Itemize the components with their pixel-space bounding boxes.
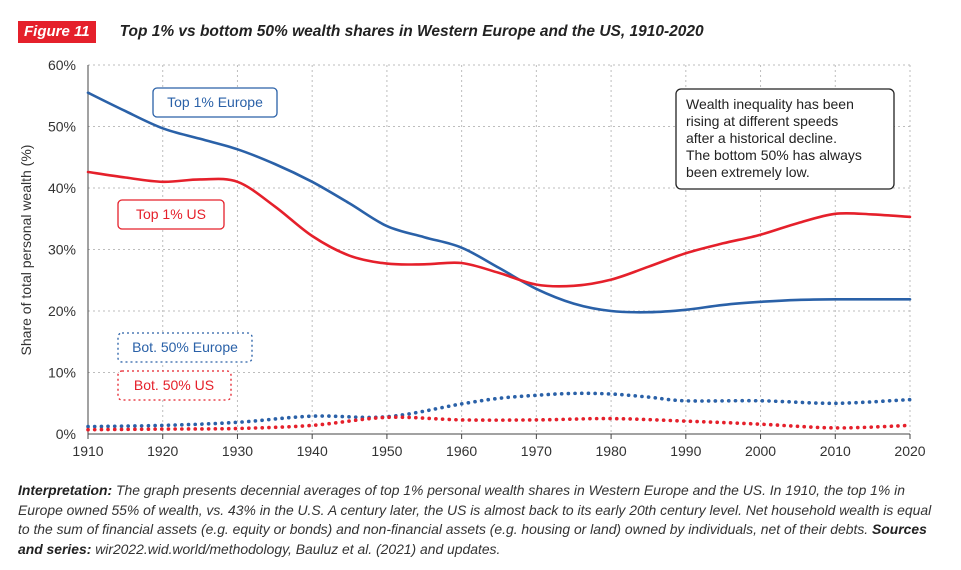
series-top1-europe bbox=[86, 91, 912, 314]
figure-badge: Figure 11 bbox=[18, 21, 96, 43]
sources-label: Sources and series: bbox=[18, 521, 927, 557]
y-tick-label: 10% bbox=[48, 365, 76, 381]
series-bot50-europe bbox=[86, 391, 912, 429]
label-bot50-europe-text: Bot. 50% Europe bbox=[132, 339, 238, 355]
y-tick-label: 30% bbox=[48, 242, 76, 258]
label-top1-europe-text: Top 1% Europe bbox=[167, 94, 263, 110]
x-tick-label: 1960 bbox=[446, 443, 477, 459]
figure-title: Top 1% vs bottom 50% wealth shares in We… bbox=[119, 23, 704, 40]
annotation-line: been extremely low. bbox=[686, 164, 810, 180]
label-bot50-europe: Bot. 50% Europe bbox=[117, 332, 253, 363]
series-bot50-us bbox=[86, 415, 912, 432]
figure-caption: Interpretation: The graph presents decen… bbox=[18, 481, 943, 559]
label-top1-us-text: Top 1% US bbox=[136, 206, 206, 222]
y-tick-label: 50% bbox=[48, 119, 76, 135]
y-tick-label: 60% bbox=[48, 57, 76, 73]
x-tick-label: 1920 bbox=[147, 443, 178, 459]
label-top1-europe: Top 1% Europe bbox=[152, 87, 278, 118]
label-top1-us: Top 1% US bbox=[117, 199, 225, 230]
figure-header: Figure 11 Top 1% vs bottom 50% wealth sh… bbox=[18, 21, 704, 43]
series-lines bbox=[86, 91, 912, 432]
sources-text: wir2022.wid.world/methodology, Bauluz et… bbox=[91, 540, 501, 557]
interpretation-label: Interpretation: bbox=[18, 482, 113, 498]
x-tick-label: 2020 bbox=[894, 443, 925, 459]
annotation-box: Wealth inequality has been rising at dif… bbox=[675, 88, 895, 190]
annotation-text: Wealth inequality has been rising at dif… bbox=[686, 96, 866, 180]
label-bot50-us: Bot. 50% US bbox=[117, 370, 232, 401]
x-tick-label: 1990 bbox=[670, 443, 701, 459]
axes: 0% 10% 20% 30% 40% 50% 60% 1910 1920 1930 1940 1950… bbox=[48, 57, 926, 459]
x-tick-label: 1950 bbox=[371, 443, 402, 459]
x-tick-label: 1980 bbox=[596, 443, 627, 459]
y-tick-label: 20% bbox=[48, 303, 76, 319]
interpretation-text: The graph presents decennial averages of… bbox=[18, 482, 932, 537]
x-tick-label: 1970 bbox=[521, 443, 552, 459]
y-tick-label: 40% bbox=[48, 180, 76, 196]
annotation-line: rising at different speeds bbox=[686, 113, 838, 129]
x-tick-label: 2010 bbox=[820, 443, 851, 459]
x-tick-label: 1930 bbox=[222, 443, 253, 459]
y-tick-label: 0% bbox=[56, 426, 76, 442]
line-chart: 0% 10% 20% 30% 40% 50% 60% 1910 1920 1930 1940 1950… bbox=[18, 57, 926, 459]
annotation-line: The bottom 50% has always bbox=[686, 147, 862, 163]
annotation-line: Wealth inequality has been bbox=[686, 96, 854, 112]
series-top1-us bbox=[86, 170, 912, 288]
annotation-line: after a historical decline. bbox=[686, 130, 837, 146]
label-bot50-us-text: Bot. 50% US bbox=[134, 377, 214, 393]
y-axis-label: Share of total personal wealth (%) bbox=[18, 145, 34, 356]
x-tick-label: 1910 bbox=[72, 443, 103, 459]
x-tick-label: 1940 bbox=[297, 443, 328, 459]
x-tick-label: 2000 bbox=[745, 443, 776, 459]
